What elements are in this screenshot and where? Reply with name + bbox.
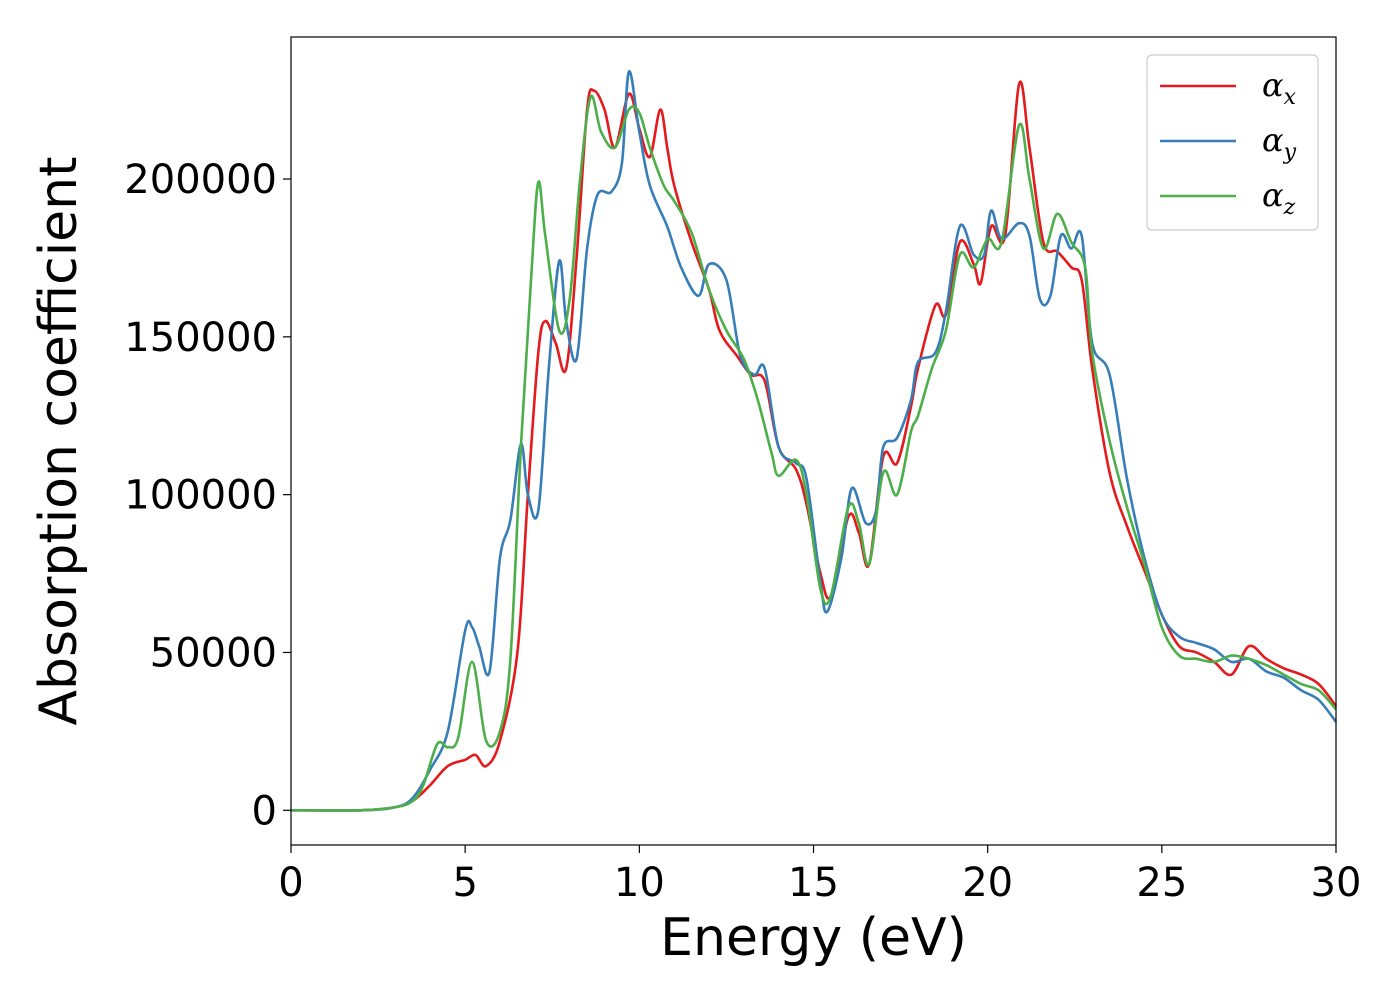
x-tick-label: 25 bbox=[1136, 860, 1187, 906]
legend-label-x: αx bbox=[1262, 66, 1297, 110]
y-axis-ticks: 0 50000 100000 150000 200000 bbox=[124, 157, 291, 834]
y-tick-label: 0 bbox=[252, 788, 277, 834]
y-tick-label: 100000 bbox=[124, 473, 277, 519]
x-tick-label: 0 bbox=[278, 860, 303, 906]
y-tick-label: 150000 bbox=[124, 315, 277, 361]
y-tick-label: 200000 bbox=[124, 157, 277, 203]
series-layer bbox=[290, 70, 1338, 812]
x-tick-label: 20 bbox=[962, 860, 1013, 906]
legend-label-y: αy bbox=[1262, 121, 1297, 165]
series-line-y bbox=[290, 70, 1338, 812]
x-tick-label: 5 bbox=[452, 860, 477, 906]
x-axis-ticks: 0 5 10 15 20 25 30 bbox=[278, 845, 1361, 906]
x-tick-label: 15 bbox=[788, 860, 839, 906]
x-tick-label: 30 bbox=[1311, 860, 1362, 906]
series-line-x bbox=[290, 80, 1338, 812]
x-axis-title: Energy (eV) bbox=[660, 908, 967, 968]
legend-label-z: αz bbox=[1262, 176, 1296, 220]
legend: αx αy αz bbox=[1146, 54, 1319, 231]
legend-box bbox=[1146, 54, 1319, 231]
x-tick-label: 10 bbox=[614, 860, 665, 906]
y-axis-title: Absorption coefficient bbox=[29, 156, 89, 725]
series-line-z bbox=[290, 94, 1337, 812]
y-tick-label: 50000 bbox=[150, 630, 277, 676]
